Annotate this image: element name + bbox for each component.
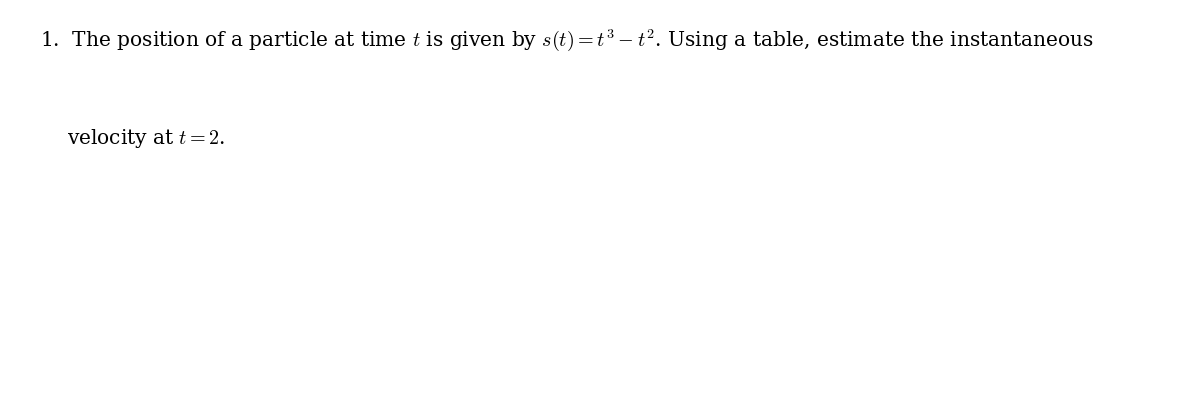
Text: 1.  The position of a particle at time $t$ is given by $s(t) = t^3 - t^2$. Using: 1. The position of a particle at time $t… — [40, 28, 1093, 53]
Text: velocity at $t = 2$.: velocity at $t = 2$. — [67, 127, 226, 150]
